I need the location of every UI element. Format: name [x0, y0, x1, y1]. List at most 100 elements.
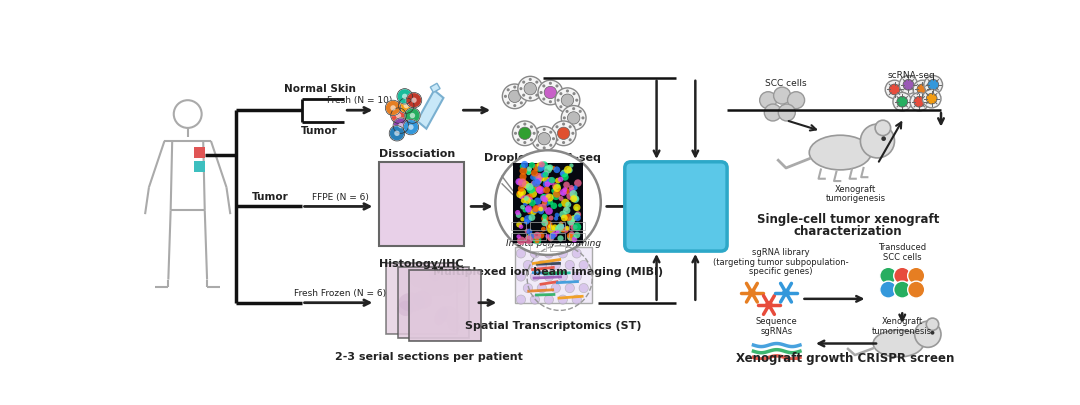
- Circle shape: [534, 184, 541, 192]
- Ellipse shape: [436, 187, 446, 197]
- Circle shape: [565, 226, 569, 231]
- Circle shape: [504, 95, 507, 98]
- Circle shape: [403, 119, 419, 135]
- Ellipse shape: [429, 209, 441, 226]
- Ellipse shape: [446, 209, 463, 230]
- Circle shape: [541, 220, 549, 226]
- Circle shape: [534, 198, 541, 205]
- Circle shape: [542, 172, 549, 177]
- Circle shape: [555, 138, 558, 141]
- Circle shape: [559, 189, 567, 196]
- Circle shape: [394, 130, 400, 136]
- Circle shape: [567, 236, 571, 239]
- Circle shape: [558, 295, 567, 304]
- Circle shape: [543, 165, 552, 174]
- Circle shape: [519, 195, 524, 199]
- Circle shape: [579, 260, 589, 270]
- Circle shape: [549, 100, 552, 103]
- Circle shape: [569, 163, 573, 168]
- Circle shape: [397, 89, 413, 104]
- Circle shape: [399, 123, 404, 128]
- Circle shape: [519, 167, 527, 175]
- Text: sgRNA library: sgRNA library: [752, 248, 809, 257]
- Circle shape: [537, 162, 542, 167]
- Circle shape: [555, 125, 558, 128]
- Polygon shape: [417, 90, 444, 129]
- Ellipse shape: [404, 213, 420, 230]
- Circle shape: [568, 138, 571, 141]
- Ellipse shape: [387, 171, 396, 178]
- Circle shape: [524, 141, 526, 144]
- Circle shape: [570, 193, 577, 200]
- Circle shape: [528, 214, 536, 221]
- Circle shape: [542, 176, 550, 183]
- Circle shape: [557, 127, 570, 139]
- Circle shape: [900, 76, 918, 94]
- Ellipse shape: [445, 212, 454, 222]
- Circle shape: [561, 169, 568, 177]
- Circle shape: [561, 228, 565, 232]
- Circle shape: [551, 121, 576, 146]
- Circle shape: [529, 162, 535, 168]
- Circle shape: [541, 194, 546, 199]
- Circle shape: [917, 84, 928, 95]
- Circle shape: [562, 106, 586, 130]
- Text: Tumor: Tumor: [301, 126, 338, 136]
- Circle shape: [568, 125, 571, 128]
- Bar: [430, 83, 440, 92]
- Ellipse shape: [418, 214, 431, 230]
- Circle shape: [545, 234, 550, 239]
- Circle shape: [561, 191, 565, 195]
- Circle shape: [399, 98, 414, 113]
- Bar: [550, 232, 565, 240]
- Circle shape: [391, 108, 406, 123]
- Circle shape: [567, 218, 575, 226]
- Circle shape: [527, 183, 534, 189]
- Circle shape: [931, 331, 934, 335]
- Circle shape: [922, 90, 941, 108]
- Ellipse shape: [438, 279, 456, 296]
- Bar: [194, 161, 205, 172]
- Circle shape: [542, 171, 549, 177]
- Circle shape: [535, 164, 543, 172]
- Text: Tumor: Tumor: [253, 192, 289, 202]
- Ellipse shape: [391, 214, 410, 232]
- Circle shape: [572, 235, 577, 240]
- Circle shape: [907, 267, 924, 284]
- Circle shape: [544, 295, 554, 304]
- Circle shape: [526, 183, 534, 191]
- Circle shape: [535, 239, 540, 243]
- Circle shape: [538, 80, 563, 105]
- Text: scRNA-seq: scRNA-seq: [888, 71, 935, 80]
- Circle shape: [565, 202, 571, 208]
- Circle shape: [561, 215, 568, 222]
- Text: In situ poly-T priming: In situ poly-T priming: [505, 239, 602, 248]
- Circle shape: [541, 163, 548, 169]
- Circle shape: [551, 202, 557, 209]
- Ellipse shape: [435, 227, 449, 243]
- Circle shape: [516, 222, 522, 228]
- Circle shape: [564, 207, 568, 211]
- Circle shape: [563, 187, 567, 192]
- Circle shape: [549, 215, 554, 220]
- Circle shape: [531, 170, 538, 177]
- Circle shape: [518, 188, 526, 196]
- Circle shape: [513, 104, 516, 107]
- Ellipse shape: [417, 168, 433, 184]
- Text: Integrative: Integrative: [629, 191, 724, 206]
- Circle shape: [552, 192, 561, 200]
- Circle shape: [507, 101, 510, 104]
- Circle shape: [894, 281, 910, 298]
- Circle shape: [514, 132, 517, 135]
- Ellipse shape: [388, 204, 404, 217]
- Circle shape: [523, 201, 528, 206]
- Circle shape: [516, 295, 526, 304]
- Circle shape: [551, 284, 561, 293]
- Circle shape: [521, 205, 525, 209]
- Circle shape: [545, 207, 553, 215]
- Circle shape: [522, 81, 525, 84]
- Circle shape: [496, 150, 600, 255]
- Circle shape: [525, 205, 532, 212]
- Circle shape: [562, 199, 569, 207]
- Circle shape: [411, 98, 417, 103]
